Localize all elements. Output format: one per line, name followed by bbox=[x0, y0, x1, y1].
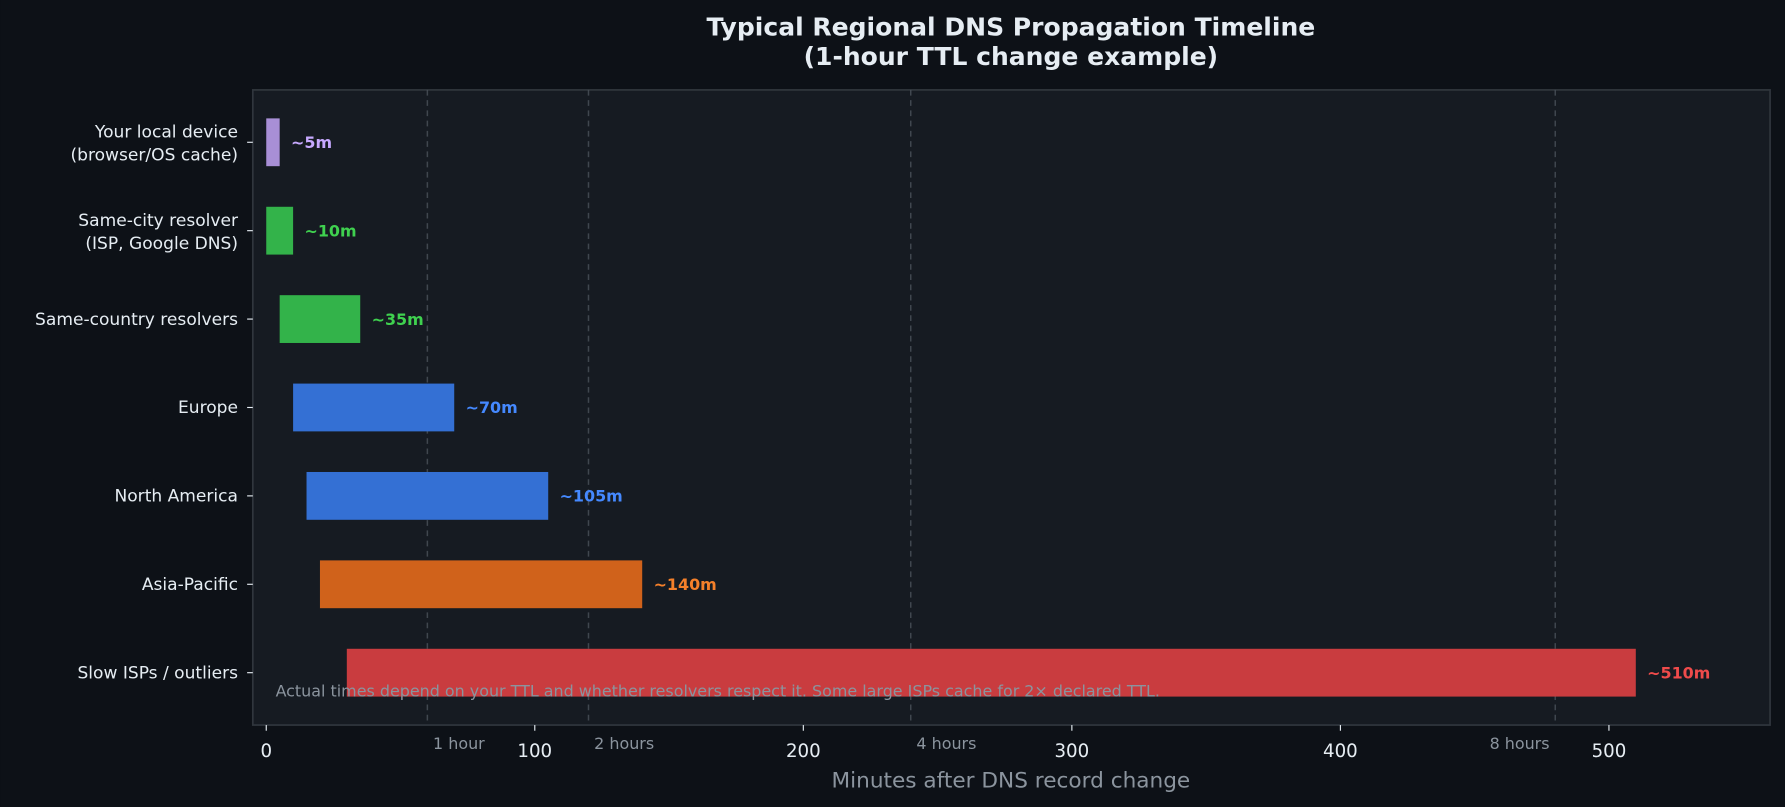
reference-line-label: 1 hour bbox=[433, 734, 485, 753]
y-tick-label: Same-city resolver (ISP, Google DNS) bbox=[78, 211, 239, 254]
bar-value-label: ~10m bbox=[304, 221, 356, 240]
reference-line-label: 4 hours bbox=[916, 734, 976, 753]
y-tick-label: Same-country resolvers bbox=[35, 310, 238, 330]
bar-value-label: ~510m bbox=[1647, 663, 1710, 682]
y-tick-label: Asia-Pacific bbox=[142, 575, 238, 595]
bar-value-label: ~70m bbox=[466, 398, 518, 417]
bar-value-label: ~105m bbox=[560, 487, 623, 506]
bar-value-label: ~140m bbox=[654, 575, 717, 594]
y-tick-label: Slow ISPs / outliers bbox=[77, 663, 238, 683]
annotation-note: Actual times depend on your TTL and whet… bbox=[276, 682, 1160, 701]
bar-0 bbox=[266, 118, 280, 167]
bar-1 bbox=[266, 206, 294, 255]
y-tick-label: Europe bbox=[178, 398, 238, 418]
x-tick-label: 100 bbox=[517, 741, 552, 762]
x-axis-label: Minutes after DNS record change bbox=[832, 769, 1191, 794]
bar-2 bbox=[279, 295, 361, 343]
reference-line-label: 2 hours bbox=[594, 734, 654, 753]
y-tick-label: North America bbox=[114, 487, 238, 507]
x-tick-label: 400 bbox=[1323, 741, 1358, 762]
x-tick-label: 0 bbox=[260, 741, 272, 762]
bar-4 bbox=[306, 471, 549, 520]
bar-value-label: ~5m bbox=[291, 133, 332, 152]
bar-5 bbox=[319, 560, 643, 609]
bar-6 bbox=[346, 648, 1636, 697]
x-tick-label: 300 bbox=[1054, 741, 1089, 762]
y-tick-label: Your local device (browser/OS cache) bbox=[70, 123, 238, 166]
x-tick-label: 500 bbox=[1592, 741, 1627, 762]
chart-subtitle: (1-hour TTL change example) bbox=[804, 42, 1219, 71]
bar-value-label: ~35m bbox=[372, 310, 424, 329]
bar-3 bbox=[293, 383, 455, 432]
chart-title: Typical Regional DNS Propagation Timelin… bbox=[706, 12, 1315, 41]
reference-line-label: 8 hours bbox=[1490, 734, 1550, 753]
plot-area bbox=[251, 89, 1771, 726]
x-tick-label: 200 bbox=[786, 741, 821, 762]
